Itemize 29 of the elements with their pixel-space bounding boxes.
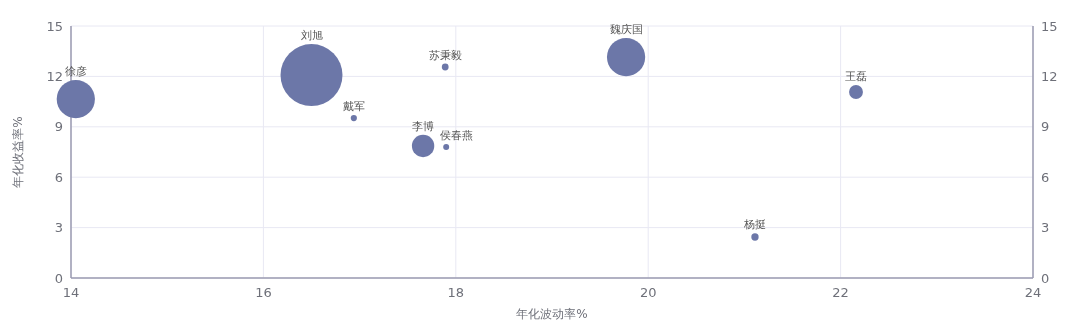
data-label: 徐彦 <box>64 64 87 78</box>
y-axis-title: 年化收益率% <box>11 116 25 188</box>
x-tick-label: 14 <box>62 285 80 300</box>
y-tick-label: 12 <box>46 68 63 84</box>
y-tick-label: 9 <box>54 119 63 135</box>
y2-tick-label: 0 <box>1041 270 1050 286</box>
data-label: 李博 <box>412 119 435 133</box>
y2-tick-label: 12 <box>1041 68 1058 84</box>
y-tick-label: 3 <box>54 220 63 236</box>
x-tick-label: 18 <box>447 285 465 300</box>
x-axis-title: 年化波动率% <box>516 307 588 321</box>
y-tick-label: 15 <box>46 18 63 34</box>
data-label: 王磊 <box>844 70 867 84</box>
y-tick-label: 6 <box>54 169 63 185</box>
x-tick-label: 22 <box>832 285 849 300</box>
data-label: 侯春燕 <box>439 129 473 143</box>
data-label: 戴军 <box>342 99 365 113</box>
x-tick-label: 16 <box>255 285 272 300</box>
y2-tick-label: 15 <box>1041 18 1058 34</box>
y2-tick-label: 3 <box>1041 220 1050 236</box>
data-label: 苏秉毅 <box>428 48 462 62</box>
y-tick-label: 0 <box>54 270 63 286</box>
x-tick-label: 20 <box>639 285 657 300</box>
x-tick-label: 24 <box>1024 285 1042 300</box>
y2-tick-label: 9 <box>1041 119 1050 135</box>
data-label: 魏庆国 <box>609 22 643 36</box>
y2-tick-label: 6 <box>1041 169 1050 185</box>
data-label: 杨挺 <box>742 218 766 232</box>
data-label: 刘旭 <box>300 29 323 43</box>
